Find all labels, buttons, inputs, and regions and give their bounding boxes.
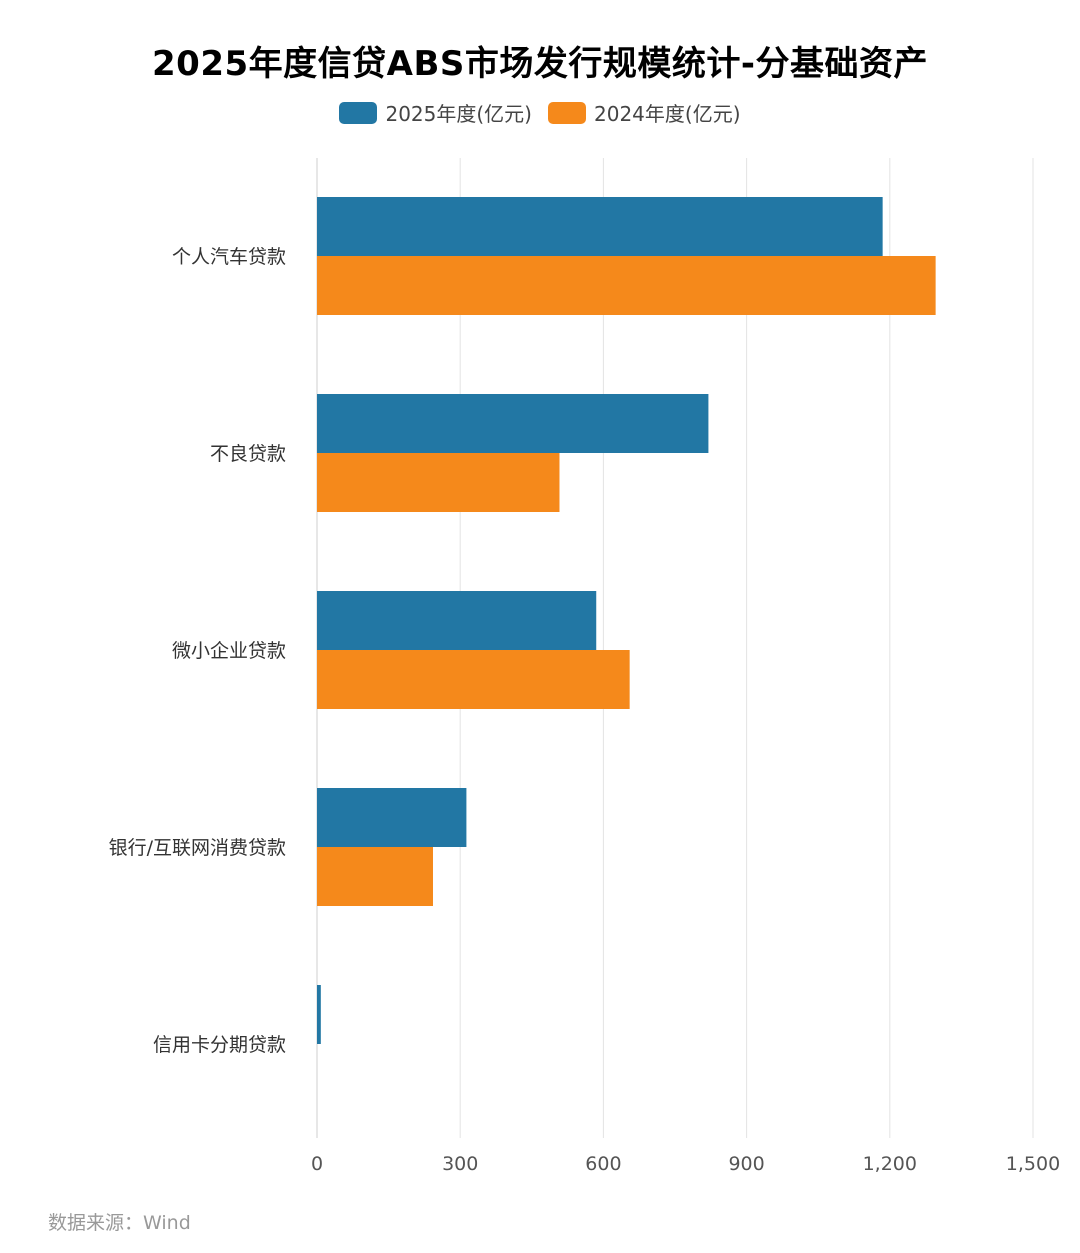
legend-swatch-2024 [548,101,586,124]
bars [317,197,936,1044]
x-tick-label: 300 [442,1153,478,1175]
legend-item-2025[interactable]: 2025年度(亿元) [339,98,532,127]
category-label: 个人汽车贷款 [172,246,286,268]
legend-label-2024: 2024年度(亿元) [594,102,741,126]
legend-swatch-2025 [339,101,378,124]
bar-2024 [317,650,630,709]
source-note: 数据来源：Wind [48,1212,191,1234]
legend: 2025年度(亿元) 2024年度(亿元) [0,98,1080,127]
bar-2025 [317,197,883,256]
x-tick-labels: 0 300 600 900 1,200 1,500 [311,1153,1060,1175]
category-label: 不良贷款 [210,443,286,465]
bar-2024 [317,847,433,906]
legend-label-2025: 2025年度(亿元) [385,102,532,126]
x-tick-label: 900 [728,1153,764,1175]
bar-2025 [317,394,709,453]
bar-2024 [317,453,560,512]
x-tick-label: 0 [311,1153,323,1175]
x-tick-label: 600 [585,1153,621,1175]
category-label: 信用卡分期贷款 [153,1034,286,1056]
category-label: 微小企业贷款 [172,640,286,662]
bar-2025 [317,591,597,650]
x-tick-label: 1,500 [1006,1153,1060,1175]
legend-item-2024[interactable]: 2024年度(亿元) [548,98,741,127]
chart-title: 2025年度信贷ABS市场发行规模统计-分基础资产 [152,44,928,84]
category-label: 银行/互联网消费贷款 [109,837,286,859]
bar-2024 [317,256,936,315]
bar-2025 [317,788,467,847]
x-tick-label: 1,200 [863,1153,917,1175]
bar-2025 [317,985,321,1044]
